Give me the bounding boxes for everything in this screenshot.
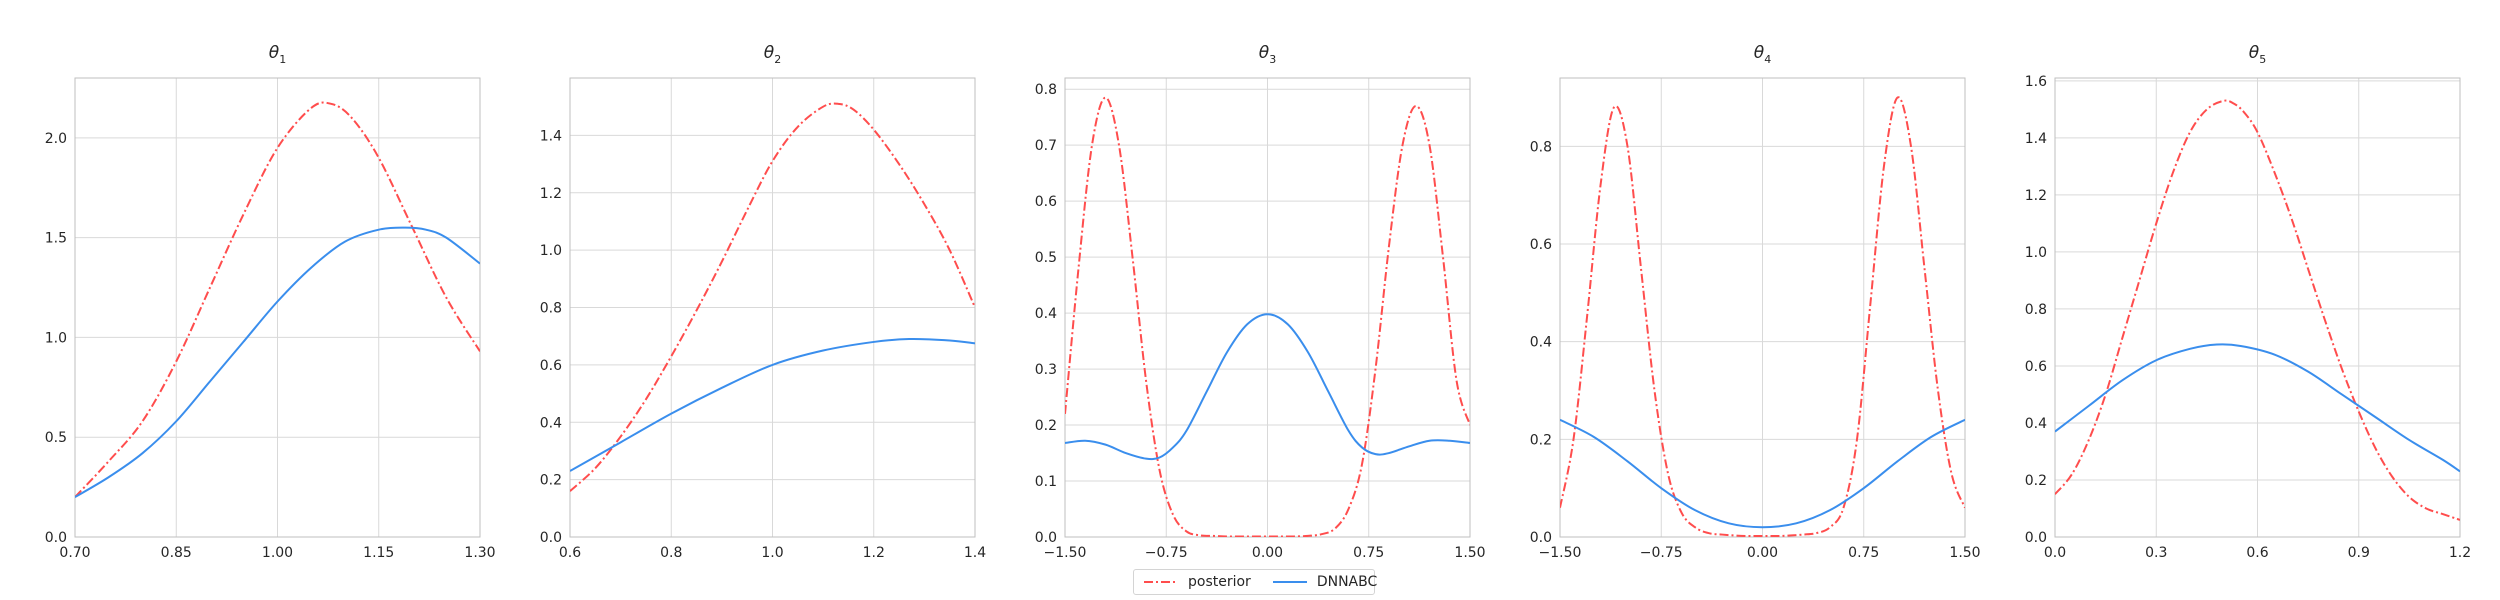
series-line-posterior [1560,96,1965,537]
y-tick-label: 0.0 [540,530,562,546]
series-line-dnnabc [75,226,480,498]
x-tick-label: 1.2 [2449,545,2471,561]
legend-swatch-posterior [1144,581,1178,583]
x-tick-label: 1.00 [262,545,293,561]
y-tick-label: 1.0 [540,243,562,259]
y-tick-label: 0.1 [1035,474,1057,490]
x-tick-label: 0.75 [1848,545,1879,561]
x-tick-label: 0.00 [1747,545,1778,561]
chart-panel-2: 0.6 0.8 1.0 1.2 1.4 0.0 0.2 0.4 0.6 0.8 1.0 1.2 1.4 θ… [540,43,986,561]
plot-frame [74,77,481,538]
x-tick-label: 0.6 [2246,545,2268,561]
x-tick-label: 1.2 [863,545,885,561]
y-tick-label: 1.0 [2025,245,2047,261]
chart-panel-3: −1.50 −0.75 0.00 0.75 1.50 0.0 0.1 0.2 0.3 0.4 0.5… [1035,43,1486,561]
x-tick-label: 1.50 [1949,545,1980,561]
series-line-posterior [75,101,480,498]
y-tick-label: 0.0 [1530,530,1552,546]
series-line-posterior [2055,99,2460,521]
y-tick-label: 1.4 [2025,131,2047,147]
y-tick-label: 0.6 [2025,359,2047,375]
series-line-posterior [1065,96,1470,537]
x-tick-label: 1.15 [363,545,394,561]
y-tick-label: 0.2 [540,473,562,489]
y-tick-label: 0.4 [2025,416,2047,432]
x-tick-label: 0.9 [2348,545,2370,561]
y-tick-label: 0.4 [1530,335,1552,351]
x-tick-label: −1.50 [1044,545,1087,561]
x-tick-label: 0.70 [59,545,90,561]
x-tick-label: −0.75 [1640,545,1683,561]
y-tick-label: 0.6 [1530,237,1552,253]
y-tick-label: 0.0 [2025,530,2047,546]
x-tick-label: 1.30 [464,545,495,561]
y-tick-label: 2.0 [45,131,67,147]
panel-title: θ1 [269,43,286,66]
plot-frame [569,77,976,538]
y-tick-label: 1.2 [2025,188,2047,204]
y-tick-label: 0.8 [2025,302,2047,318]
y-tick-label: 0.5 [45,430,67,446]
series-line-dnnabc [1560,418,1965,529]
y-tick-label: 0.2 [2025,473,2047,489]
series-line-dnnabc [1065,313,1470,461]
y-tick-label: 0.8 [540,301,562,317]
x-tick-label: 0.3 [2145,545,2167,561]
chart-panel-5: 0.0 0.3 0.6 0.9 1.2 0.0 0.2 0.4 0.6 0.8 1.0 1.2 1.4 1… [2025,43,2471,561]
series-line-dnnabc [570,338,975,472]
y-tick-label: 0.0 [45,530,67,546]
panel-title: θ3 [1259,43,1276,66]
y-tick-label: 0.6 [540,358,562,374]
x-tick-label: −1.50 [1539,545,1582,561]
y-tick-label: 0.8 [1530,139,1552,155]
series-line-posterior [570,102,975,492]
y-tick-label: 1.2 [540,186,562,202]
y-tick-label: 0.4 [1035,306,1057,322]
x-tick-label: 0.8 [660,545,682,561]
x-tick-label: 0.00 [1252,545,1283,561]
chart-panel-4: −1.50 −0.75 0.00 0.75 1.50 0.0 0.2 0.4 0.6 0.8 θ4 [1530,43,1981,561]
x-tick-label: 0.6 [559,545,581,561]
y-tick-label: 0.2 [1530,432,1552,448]
x-tick-label: 1.0 [761,545,783,561]
x-tick-label: 0.0 [2044,545,2066,561]
chart-panel-1: 0.70 0.85 1.00 1.15 1.30 0.0 0.5 1.0 1.5 2.0 θ1 [45,43,496,561]
y-tick-label: 0.5 [1035,250,1057,266]
plot-frame [2054,77,2461,538]
series-line-dnnabc [2055,343,2460,473]
y-tick-label: 1.6 [2025,74,2047,90]
y-tick-label: 0.6 [1035,194,1057,210]
y-tick-label: 1.0 [45,330,67,346]
y-tick-label: 0.3 [1035,362,1057,378]
x-tick-label: 0.75 [1353,545,1384,561]
y-tick-label: 0.7 [1035,138,1057,154]
y-tick-label: 0.2 [1035,418,1057,434]
legend-entry-posterior: posterior [1144,574,1251,590]
y-tick-label: 0.8 [1035,82,1057,98]
legend-swatch-dnnabc [1272,581,1307,583]
plot-frame [1064,77,1471,538]
legend-label-dnnabc: DNNABC [1316,574,1378,590]
x-tick-label: 1.4 [964,545,986,561]
x-tick-label: 1.50 [1454,545,1485,561]
y-tick-label: 0.0 [1035,530,1057,546]
panel-title: θ4 [1754,43,1771,66]
legend-label-posterior: posterior [1188,574,1251,590]
y-tick-label: 1.4 [540,128,562,144]
x-tick-label: 0.85 [161,545,192,561]
y-tick-label: 1.5 [45,231,67,247]
x-tick-label: −0.75 [1145,545,1188,561]
panel-title: θ2 [764,43,781,66]
legend-entry-dnnabc: DNNABC [1272,574,1378,590]
panel-title: θ5 [2249,43,2266,66]
legend: posterior DNNABC [1133,569,1378,595]
y-tick-label: 0.4 [540,415,562,431]
